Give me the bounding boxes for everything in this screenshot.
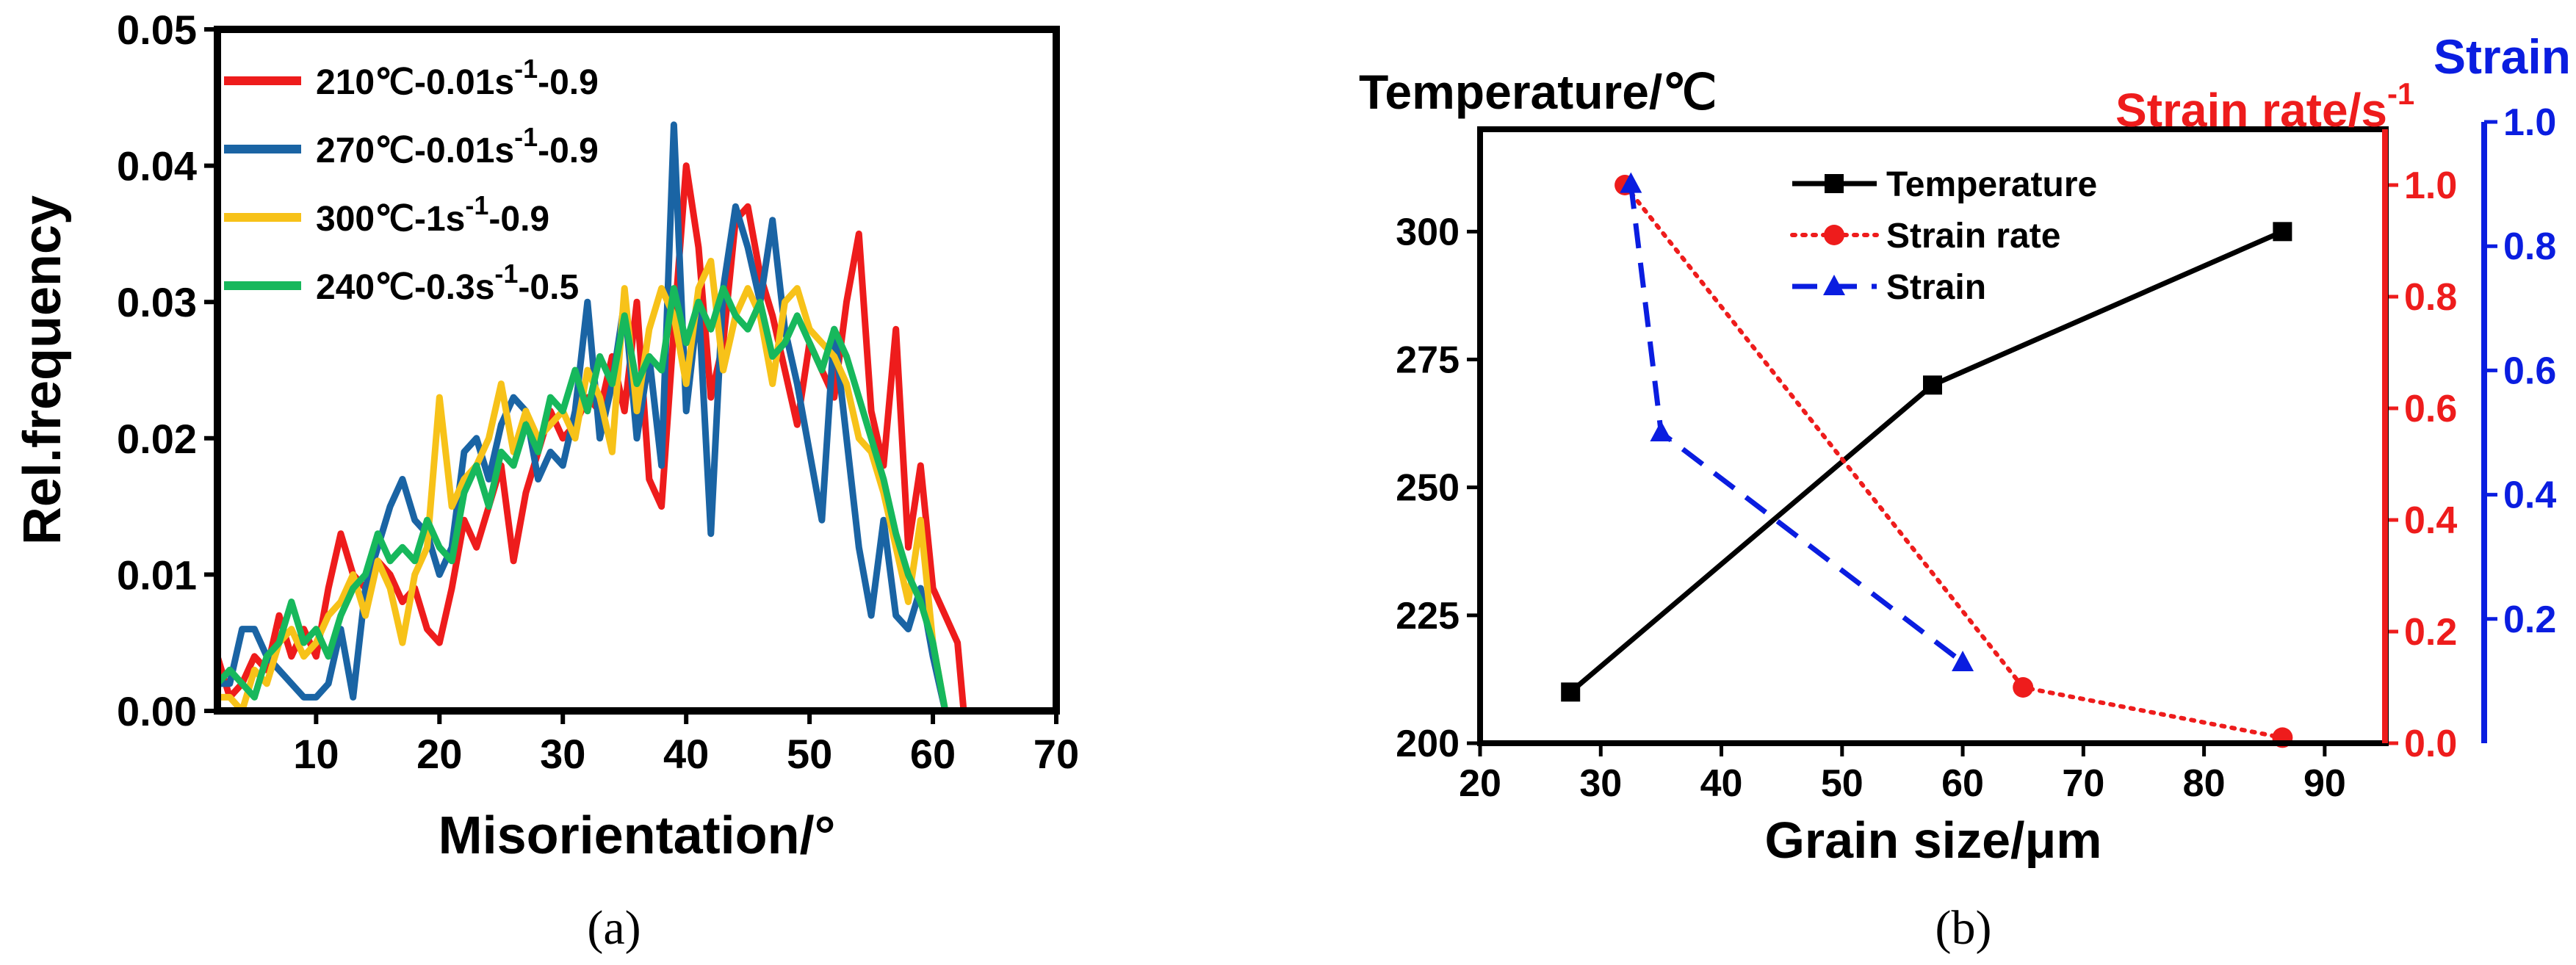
legend-label-210-0-01s-1-0-9: 210℃-0.01s-1-0.9 [316, 54, 599, 102]
panel-b-x-tick-label: 30 [1579, 762, 1622, 805]
panel-a-y-axis-title: Rel.frequency [13, 195, 72, 545]
panel-a-x-tick-label: 70 [1033, 731, 1079, 777]
legend-marker-temperature [1825, 174, 1844, 193]
panel-a: 10 20 30 40 50 60 70 0.000.010.020.030.040.05 … [13, 7, 1079, 955]
panel-a-x-tick-labels: 10 20 30 40 50 60 70 [293, 731, 1079, 777]
panel-b-x-tick-label: 70 [2062, 762, 2104, 805]
legend-label-temperature: Temperature [1886, 165, 2097, 204]
legend-marker-strain-rate [1824, 225, 1844, 245]
panel-b-tick-labels: 20 30 40 50 60 70 80 90 200 225 250 275 300 0.0 0.2 0.4… [1396, 101, 2556, 805]
data-point-temperature [1561, 682, 1581, 702]
panel-b-x-tick-label: 80 [2183, 762, 2226, 805]
legend-label-tail: -0.9 [488, 200, 549, 239]
legend-label-sup: -1 [514, 122, 538, 152]
panel-a-y-tick-label: 0.05 [117, 7, 197, 53]
data-point-temperature [2273, 222, 2292, 242]
strain-axis-tick-label: 0.8 [2503, 225, 2556, 268]
panel-a-plot-frame [214, 26, 1060, 715]
panel-a-y-tick-label: 0.04 [117, 143, 197, 189]
data-point-strain [1952, 651, 1974, 672]
data-point-strain-rate [2013, 677, 2034, 698]
legend-label-sup: -1 [514, 54, 538, 84]
panel-b-x-tick-label: 50 [1821, 762, 1864, 805]
panel-b-x-axis-title: Grain size/μm [1764, 812, 2101, 869]
panel-b-x-tick-label: 90 [2303, 762, 2346, 805]
temperature-axis-tick-label: 200 [1396, 723, 1460, 765]
panel-a-x-tick-label: 40 [663, 731, 709, 777]
strain-axis-tick-label: 0.2 [2503, 599, 2556, 641]
legend-label-300-1s-1-0-9: 300℃-1s-1-0.9 [316, 190, 549, 239]
legend-label-tail: -0.9 [538, 63, 599, 102]
series-line-270-0-01s-1-0-9 [217, 121, 949, 712]
strain-axis-tick-label: 1.0 [2503, 101, 2556, 144]
panel-a-legend: 210℃-0.01s-1-0.9270℃-0.01s-1-0.9300℃-1s-… [224, 54, 599, 307]
strain-rate-axis-title-main: Strain rate/s [2115, 84, 2387, 137]
strain-axis-title: Strain [2434, 29, 2571, 84]
panel-a-series [214, 121, 967, 715]
legend-label-270-0-01s-1-0-9: 270℃-0.01s-1-0.9 [316, 122, 599, 170]
temperature-axis-tick-label: 275 [1396, 339, 1460, 382]
legend-label-main: 210℃-0.01s [316, 63, 514, 102]
series-line-240-0-3s-1-0-5 [214, 285, 949, 712]
panel-a-x-tick-label: 10 [293, 731, 339, 777]
data-point-temperature [1923, 375, 1942, 395]
temperature-axis-tick-label: 300 [1396, 211, 1460, 253]
panel-a-y-tick-label: 0.02 [117, 416, 197, 462]
panel-b: 20 30 40 50 60 70 80 90 200 225 250 275 300 0.0 0.2 0.4… [1359, 29, 2571, 955]
panel-a-y-tick-labels: 0.00 0.01 0.02 0.03 0.04 0.05 [117, 7, 197, 734]
legend-label-main: 300℃-1s [316, 200, 465, 239]
strain-rate-axis-tick-label: 0.2 [2404, 611, 2457, 654]
legend-label-strain-rate: Strain rate [1886, 217, 2060, 256]
strain-rate-axis-tick-label: 0.0 [2404, 723, 2457, 765]
legend-label-sup: -1 [494, 259, 518, 289]
legend-label-tail: -0.5 [518, 268, 579, 307]
panel-a-y-tick-label: 0.00 [117, 688, 197, 734]
legend-label-sup: -1 [465, 190, 488, 220]
legend-label-tail: -0.9 [538, 131, 599, 170]
strain-rate-axis-tick-label: 0.8 [2404, 276, 2457, 319]
panel-b-x-tick-label: 40 [1700, 762, 1743, 805]
panel-b-x-tick-label: 60 [1941, 762, 1984, 805]
strain-rate-axis-tick-label: 0.6 [2404, 388, 2457, 430]
legend-label-strain: Strain [1886, 268, 1986, 307]
strain-axis-tick-label: 0.6 [2503, 350, 2556, 392]
temperature-axis-title: Temperature/℃ [1359, 65, 1717, 119]
legend-label-main: 270℃-0.01s [316, 131, 514, 170]
strain-rate-axis-title: Strain rate/s-1 [2115, 76, 2414, 137]
series-line-300-1s-1-0-9 [217, 258, 949, 715]
series-line-strain [1628, 184, 1965, 665]
legend-marker-strain [1823, 275, 1845, 295]
panel-b-series [1561, 172, 2293, 748]
panel-a-x-tick-label: 20 [416, 731, 462, 777]
strain-rate-axis-tick-label: 1.0 [2404, 165, 2457, 207]
series-line-210-0-01s-1-0-9 [214, 162, 967, 712]
panel-a-x-axis-title: Misorientation/° [439, 806, 836, 865]
legend-label-240-0-3s-1-0-5: 240℃-0.3s-1-0.5 [316, 259, 579, 307]
legend-label-main: 240℃-0.3s [316, 268, 494, 307]
panel-a-y-tick-label: 0.03 [117, 279, 197, 325]
panel-b-x-tick-label: 20 [1459, 762, 1501, 805]
data-point-strain [1650, 421, 1673, 441]
panel-a-x-tick-label: 50 [787, 731, 832, 777]
strain-axis-tick-label: 0.4 [2503, 474, 2556, 517]
panel-a-y-tick-label: 0.01 [117, 552, 197, 598]
panel-b-label: (b) [1935, 901, 1992, 955]
strain-rate-axis-title-sup: -1 [2387, 76, 2414, 111]
data-point-strain [1620, 172, 1642, 193]
panel-a-label: (a) [587, 901, 641, 955]
panel-a-x-tick-label: 60 [910, 731, 956, 777]
panel-a-x-tick-label: 30 [540, 731, 585, 777]
temperature-axis-tick-label: 250 [1396, 467, 1460, 510]
strain-rate-axis-tick-label: 0.4 [2404, 499, 2457, 542]
temperature-axis-tick-label: 225 [1396, 595, 1460, 637]
panel-b-legend: Temperature Strain rate Strain [1790, 165, 2097, 307]
